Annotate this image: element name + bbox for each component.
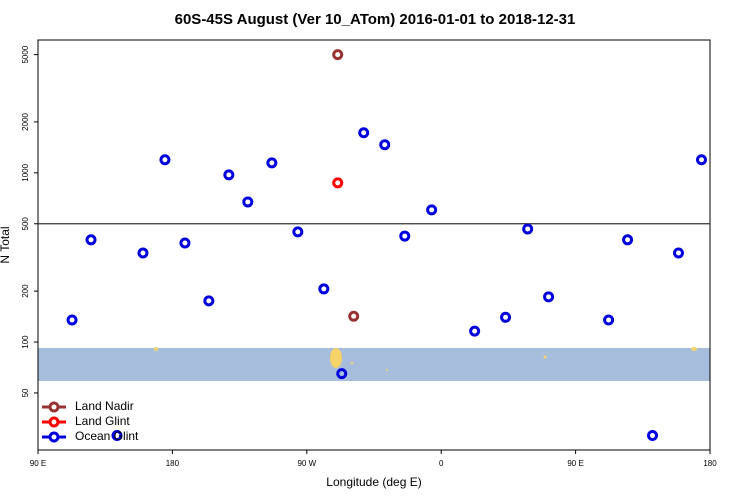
point bbox=[379, 139, 391, 151]
point bbox=[426, 204, 438, 216]
point bbox=[318, 283, 330, 295]
legend-marker bbox=[48, 401, 60, 413]
point bbox=[203, 295, 215, 307]
point bbox=[159, 154, 171, 166]
point bbox=[137, 247, 149, 259]
point bbox=[672, 247, 684, 259]
chart-title: 60S-45S August (Ver 10_ATom) 2016-01-01 … bbox=[175, 11, 576, 28]
point bbox=[500, 311, 512, 323]
point bbox=[647, 430, 659, 442]
x-tick-label: 180 bbox=[703, 459, 717, 468]
point bbox=[223, 169, 235, 181]
point bbox=[332, 177, 344, 189]
y-tick-label: 100 bbox=[21, 335, 30, 349]
x-tick-label: 90 W bbox=[297, 459, 316, 468]
map-strip bbox=[38, 348, 710, 381]
point bbox=[266, 157, 278, 169]
x-tick-label: 90 E bbox=[567, 459, 583, 468]
point bbox=[522, 223, 534, 235]
y-tick-label: 50 bbox=[21, 388, 30, 397]
x-axis-label: Longitude (deg E) bbox=[326, 475, 421, 489]
point bbox=[242, 196, 254, 208]
point bbox=[622, 234, 634, 246]
point bbox=[399, 230, 411, 242]
legend-marker bbox=[48, 431, 60, 443]
point bbox=[111, 430, 123, 442]
point bbox=[358, 127, 370, 139]
x-tick-label: 0 bbox=[439, 459, 444, 468]
y-tick-label: 500 bbox=[21, 217, 30, 231]
point bbox=[336, 368, 348, 380]
y-tick-label: 200 bbox=[21, 284, 30, 298]
y-tick-label: 5000 bbox=[21, 45, 30, 63]
plot-frame bbox=[37, 39, 711, 451]
y-axis-label: N Total bbox=[0, 226, 12, 263]
point bbox=[695, 154, 707, 166]
x-tick-label: 180 bbox=[166, 459, 180, 468]
y-tick-label: 2000 bbox=[21, 112, 30, 130]
y-tick-label: 1000 bbox=[21, 163, 30, 181]
legend-label: Ocean Glint bbox=[75, 429, 139, 443]
point bbox=[292, 226, 304, 238]
legend-marker bbox=[48, 416, 60, 428]
point bbox=[543, 291, 555, 303]
point bbox=[332, 49, 344, 61]
point bbox=[66, 314, 78, 326]
legend-label: Land Nadir bbox=[75, 399, 134, 413]
land-blobs bbox=[154, 347, 697, 371]
point bbox=[469, 325, 481, 337]
point bbox=[85, 234, 97, 246]
x-tick-label: 90 E bbox=[30, 459, 46, 468]
point bbox=[603, 314, 615, 326]
point bbox=[179, 237, 191, 249]
legend-label: Land Glint bbox=[75, 414, 130, 428]
point bbox=[348, 310, 360, 322]
